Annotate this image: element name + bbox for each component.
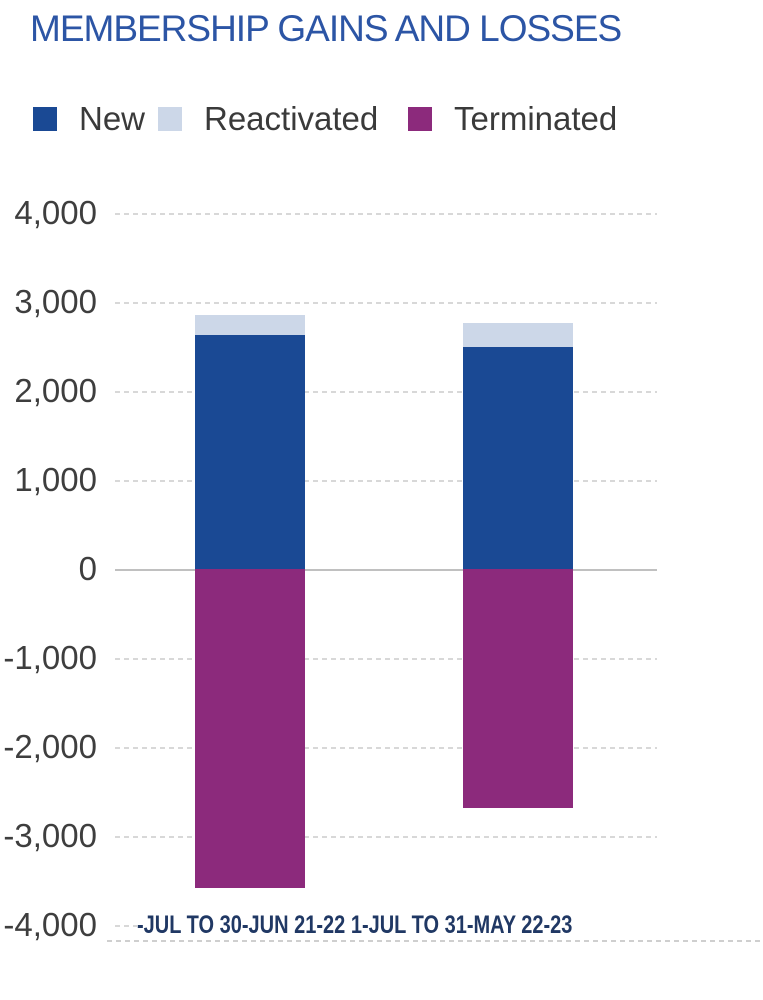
legend-label-terminated: Terminated — [454, 100, 618, 137]
gridline — [115, 391, 657, 394]
gridline — [115, 480, 657, 483]
gridline — [115, 746, 657, 749]
legend-label-reactivated: Reactivated — [204, 100, 379, 137]
legend-item-reactivated[interactable]: Reactivated — [158, 100, 379, 137]
gridline — [115, 924, 137, 927]
legend-item-terminated[interactable]: Terminated — [408, 100, 618, 137]
gridline — [115, 657, 657, 660]
y-tick-label: 1,000 — [14, 461, 97, 499]
bar-segment-terminated-category-1[interactable] — [195, 569, 305, 889]
legend-swatch-terminated-icon — [408, 107, 432, 131]
bar-segment-reactivated-category-1[interactable] — [195, 314, 305, 336]
bar-segment-new-category-1[interactable] — [195, 335, 305, 569]
y-tick-label: -3,000 — [3, 816, 97, 854]
x-axis-labels: -JUL TO 30-JUN 21-22 1-JUL TO 31-MAY 22-2… — [137, 911, 578, 940]
y-tick-label: 2,000 — [14, 372, 97, 410]
bar-segment-terminated-category-2[interactable] — [463, 569, 573, 809]
zero-axis-line — [115, 569, 657, 571]
x-axis-label-category-1: -JUL TO 30-JUN 21-22 — [137, 911, 346, 939]
x-axis-label-category-2: 1-JUL TO 31-MAY 22-23 — [350, 911, 573, 939]
bar-segment-new-category-2[interactable] — [463, 346, 573, 569]
gridline — [115, 302, 657, 305]
chart-title: MEMBERSHIP GAINS AND LOSSES — [30, 8, 622, 49]
legend-label-new: New — [79, 100, 146, 137]
legend-item-new[interactable]: New — [33, 100, 146, 137]
gridline — [115, 213, 657, 216]
y-tick-label: -1,000 — [3, 638, 97, 676]
chart-bottom-border — [107, 940, 763, 942]
y-tick-label: 0 — [78, 550, 97, 587]
bar-segment-reactivated-category-2[interactable] — [463, 322, 573, 347]
y-tick-label: -2,000 — [3, 727, 97, 765]
legend-swatch-new-icon — [33, 107, 57, 131]
y-tick-label: 4,000 — [14, 194, 97, 232]
legend-swatch-reactivated-icon — [158, 107, 182, 131]
y-tick-label: -4,000 — [3, 905, 97, 943]
gridline — [115, 835, 657, 838]
y-tick-label: 3,000 — [14, 283, 97, 321]
